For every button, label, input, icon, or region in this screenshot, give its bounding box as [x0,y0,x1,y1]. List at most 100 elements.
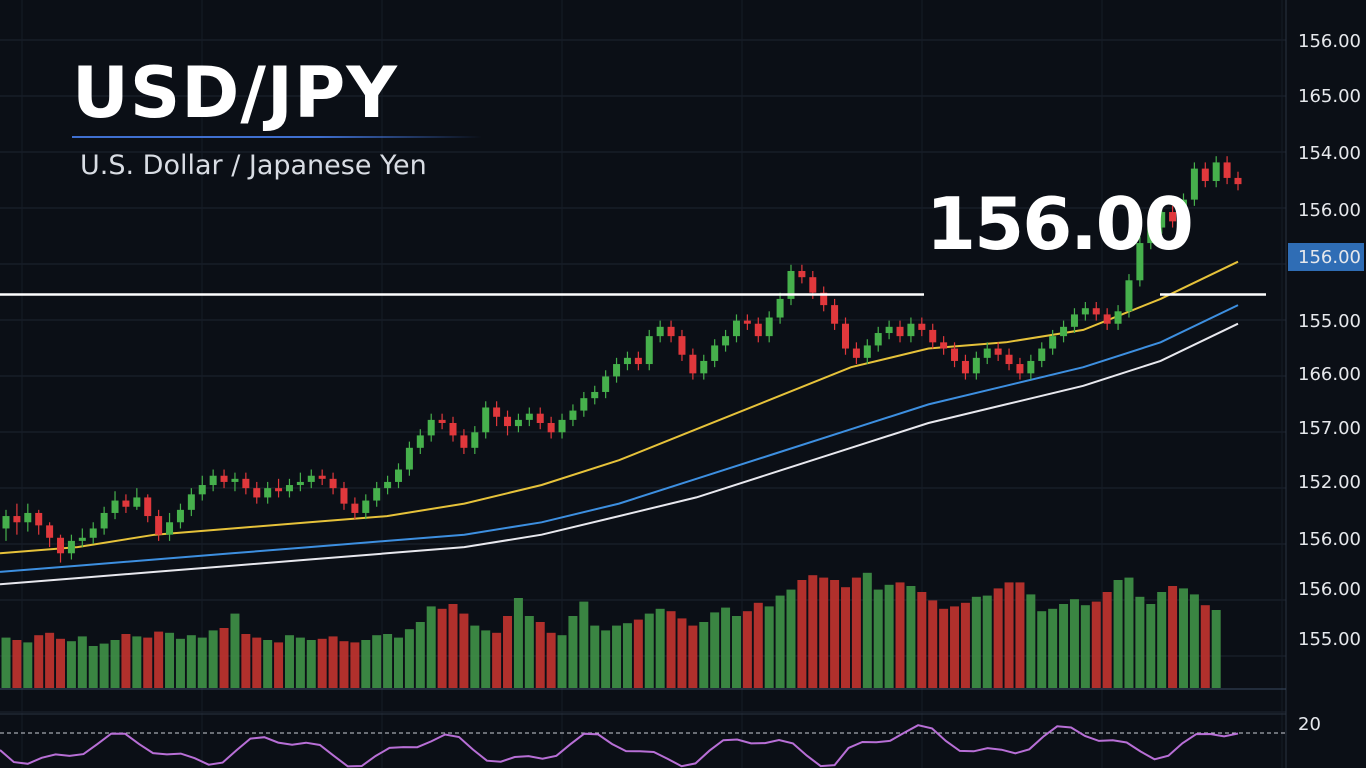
candle-body [852,348,860,358]
candle-body [362,500,370,513]
candle-body [482,407,490,433]
volume-bar [666,611,676,688]
candle [831,298,839,330]
volume-bar [841,587,851,688]
volume-bar [819,577,829,688]
volume-bar [481,630,491,688]
volume-bar [99,643,109,688]
candle-body [144,497,152,517]
candle [547,416,555,439]
candle-body [743,320,751,324]
candle [1092,302,1100,321]
candle-body [307,475,315,482]
volume-bar [1135,596,1145,688]
candle-body [1212,162,1220,182]
volume-bar [764,606,774,688]
candle-body [1125,280,1133,312]
volume-bar [492,632,502,688]
candle-body [820,292,828,306]
candle-body [1147,227,1155,244]
moving-averages [0,260,1239,586]
candle [384,475,392,495]
candle-body [711,345,719,361]
candle [166,512,174,541]
volume-bar [1037,611,1047,688]
candle [983,342,991,365]
candle-body [918,323,926,330]
candle [1136,236,1144,287]
candle-body [1114,311,1122,324]
candle-body [1169,212,1177,222]
candle [493,401,501,427]
moving-average-line [0,260,1239,555]
candle-body [874,333,882,346]
volume-bar [939,608,949,688]
candle-body [373,488,381,501]
volume-bar [928,600,938,688]
volume-bar [590,625,600,688]
volume-bar [1004,582,1014,688]
candle [427,413,435,442]
candle-body [634,357,642,365]
candle [1005,348,1013,371]
volume-bar [110,640,120,688]
price-axis[interactable]: 156.00 165.00 154.00 156.00 156.00 155.00 166.… [1288,31,1364,650]
volume-bar [503,616,513,688]
candle [482,401,490,439]
volume-bar [873,589,883,688]
candle [743,314,751,330]
volume-bar [339,641,349,688]
volume-bar [568,616,578,688]
candle-body [198,485,206,495]
volume-bar [579,601,589,688]
candle [57,534,65,563]
volume-bar [306,640,316,688]
candle [67,534,75,560]
candle [711,339,719,368]
price-axis-label: 152.00 [1298,472,1361,493]
candle [1190,162,1198,206]
price-axis-label: 155.00 [1298,629,1361,650]
volume-bar [524,616,534,688]
candle-body [885,326,893,334]
volume-bar [1124,577,1134,688]
candle-body [602,376,610,392]
volume-bar [372,635,382,688]
candle-body [253,488,261,498]
candle [1125,274,1133,318]
volume-bar [459,613,469,688]
volume-bar [797,580,807,688]
candle-body [89,528,97,538]
candle-body [176,509,184,523]
candle-body [940,342,948,349]
volume-bar [1178,588,1188,688]
volume-bar [721,607,731,688]
candle-body [983,348,991,358]
candle-body [166,522,174,535]
candle [580,391,588,417]
candle [754,317,762,343]
candle-body [187,494,195,510]
candle-body [645,336,653,365]
volume-bar [361,640,371,688]
candle [907,317,915,343]
candle-body [754,323,762,337]
candle-body [155,516,163,535]
candle [155,509,163,541]
candle [122,494,130,513]
candle-body [471,432,479,448]
candle-body [514,419,522,427]
candle [951,342,959,368]
volume-bar [884,584,894,688]
candle-body [1190,168,1198,200]
candle [820,286,828,312]
candle-body [242,478,250,489]
candle-body [842,323,850,349]
candle-body [111,500,119,513]
candle-body [231,478,239,482]
candle-body [1070,314,1078,327]
symbol-title: USD/JPY [72,52,398,134]
volume-bar [1102,592,1112,688]
candle [231,472,239,492]
